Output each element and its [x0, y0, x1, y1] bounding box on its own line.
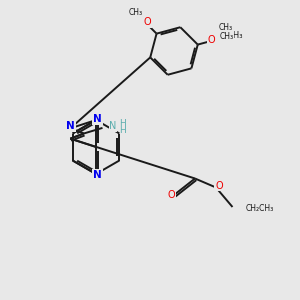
Text: CH₃: CH₃	[227, 31, 243, 40]
Text: H: H	[119, 126, 126, 135]
Text: N: N	[93, 114, 102, 124]
Text: CH₂CH₃: CH₂CH₃	[246, 204, 274, 213]
Text: O: O	[168, 190, 176, 200]
Text: O: O	[215, 181, 223, 191]
Text: N: N	[93, 169, 102, 180]
Text: N: N	[109, 122, 117, 131]
Text: N: N	[66, 121, 75, 131]
Text: O: O	[143, 17, 151, 27]
Text: CH₃: CH₃	[220, 32, 234, 41]
Text: CH₃: CH₃	[219, 23, 233, 32]
Text: O: O	[208, 35, 215, 45]
Text: H: H	[119, 119, 126, 128]
Text: CH₃: CH₃	[128, 8, 142, 17]
